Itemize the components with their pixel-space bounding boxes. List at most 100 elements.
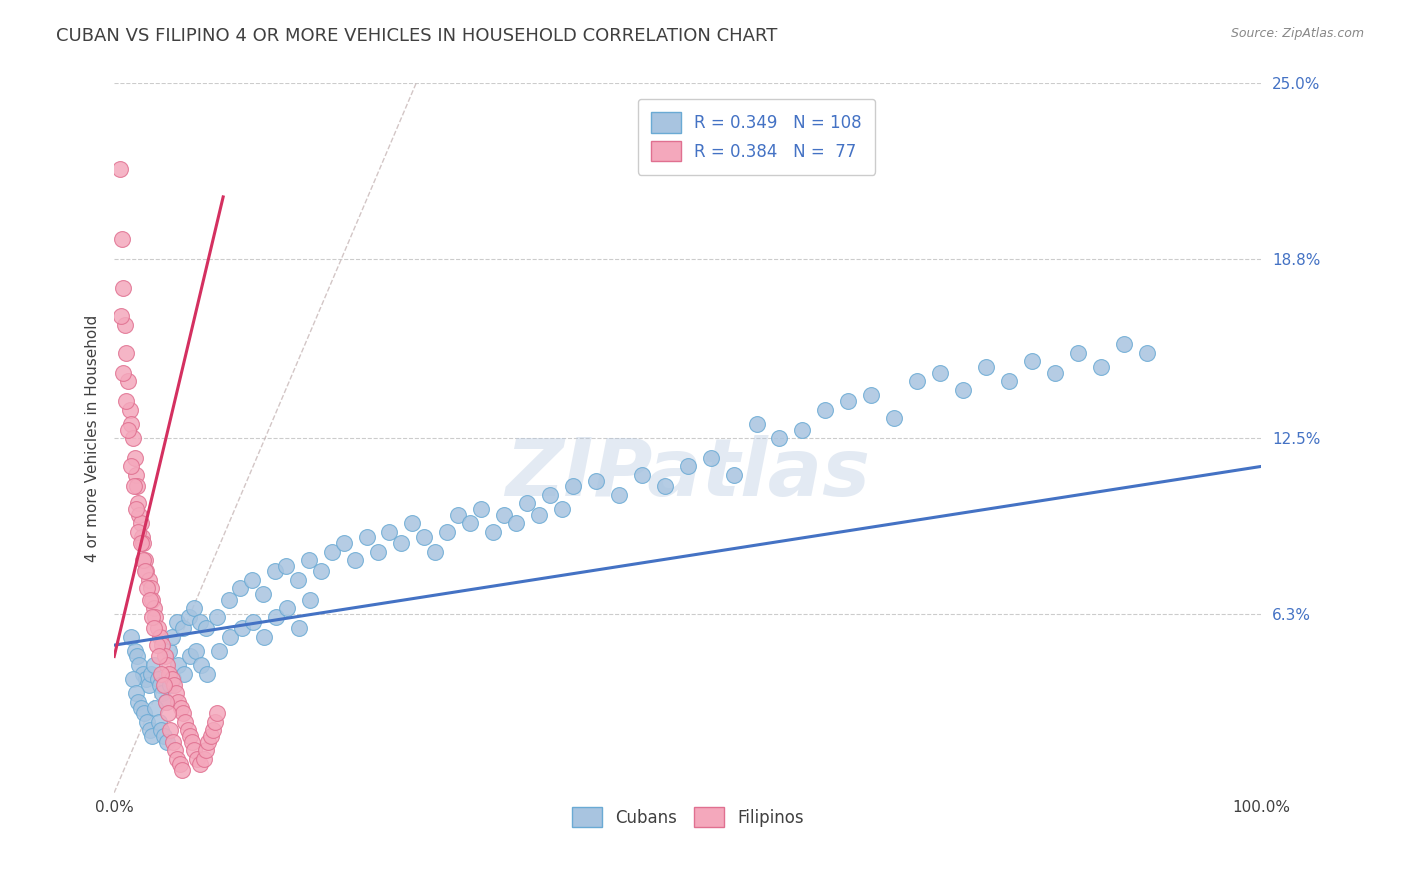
Point [1043, 366, 1066, 380]
Point [207, 609, 229, 624]
Point [117, 374, 139, 388]
Point [125, 467, 148, 482]
Point [252, 587, 274, 601]
Point [1066, 346, 1088, 360]
Point [181, 734, 204, 748]
Point [141, 729, 163, 743]
Point [167, 695, 190, 709]
Point [745, 417, 768, 431]
Point [412, 530, 434, 544]
Point [207, 706, 229, 721]
Point [127, 695, 149, 709]
Point [166, 615, 188, 630]
Point [120, 630, 142, 644]
Point [538, 488, 561, 502]
Point [160, 672, 183, 686]
Point [299, 592, 322, 607]
Point [401, 516, 423, 530]
Point [188, 757, 211, 772]
Point [124, 450, 146, 465]
Point [188, 615, 211, 630]
Point [131, 530, 153, 544]
Point [288, 621, 311, 635]
Point [194, 621, 217, 635]
Point [585, 474, 607, 488]
Legend: Cubans, Filipinos: Cubans, Filipinos [565, 800, 810, 834]
Point [136, 714, 159, 729]
Point [159, 678, 181, 692]
Point [172, 621, 194, 635]
Point [124, 644, 146, 658]
Point [654, 479, 676, 493]
Point [494, 508, 516, 522]
Point [204, 714, 226, 729]
Point [120, 402, 142, 417]
Point [148, 714, 170, 729]
Point [193, 751, 215, 765]
Point [135, 672, 157, 686]
Point [163, 743, 186, 757]
Point [160, 630, 183, 644]
Point [129, 536, 152, 550]
Point [135, 565, 157, 579]
Point [117, 423, 139, 437]
Point [165, 686, 187, 700]
Point [253, 630, 276, 644]
Point [157, 644, 180, 658]
Point [149, 678, 172, 692]
Point [550, 502, 572, 516]
Point [470, 502, 492, 516]
Point [127, 649, 149, 664]
Point [200, 729, 222, 743]
Point [150, 723, 173, 738]
Point [141, 609, 163, 624]
Point [837, 394, 859, 409]
Point [207, 644, 229, 658]
Point [139, 582, 162, 596]
Point [162, 672, 184, 686]
Point [321, 544, 343, 558]
Point [162, 734, 184, 748]
Point [425, 544, 447, 558]
Point [367, 544, 389, 558]
Point [153, 649, 176, 664]
Point [194, 743, 217, 757]
Point [146, 621, 169, 635]
Point [112, 366, 135, 380]
Point [132, 666, 155, 681]
Point [263, 565, 285, 579]
Point [139, 592, 162, 607]
Point [120, 459, 142, 474]
Point [143, 621, 166, 635]
Point [143, 601, 166, 615]
Point [132, 553, 155, 567]
Point [179, 649, 201, 664]
Point [195, 666, 218, 681]
Point [562, 479, 585, 493]
Point [170, 763, 193, 777]
Point [145, 638, 167, 652]
Point [108, 161, 131, 176]
Point [929, 366, 952, 380]
Y-axis label: 4 or more Vehicles in Household: 4 or more Vehicles in Household [86, 314, 100, 562]
Point [197, 734, 219, 748]
Point [231, 621, 253, 635]
Point [138, 678, 160, 692]
Point [190, 658, 212, 673]
Point [150, 638, 173, 652]
Point [169, 757, 191, 772]
Point [183, 743, 205, 757]
Point [163, 678, 186, 692]
Point [768, 431, 790, 445]
Point [139, 666, 162, 681]
Point [155, 695, 177, 709]
Point [276, 558, 298, 573]
Point [127, 496, 149, 510]
Point [156, 734, 179, 748]
Point [905, 374, 928, 388]
Point [974, 360, 997, 375]
Point [242, 615, 264, 630]
Point [114, 346, 136, 360]
Point [814, 402, 837, 417]
Point [149, 630, 172, 644]
